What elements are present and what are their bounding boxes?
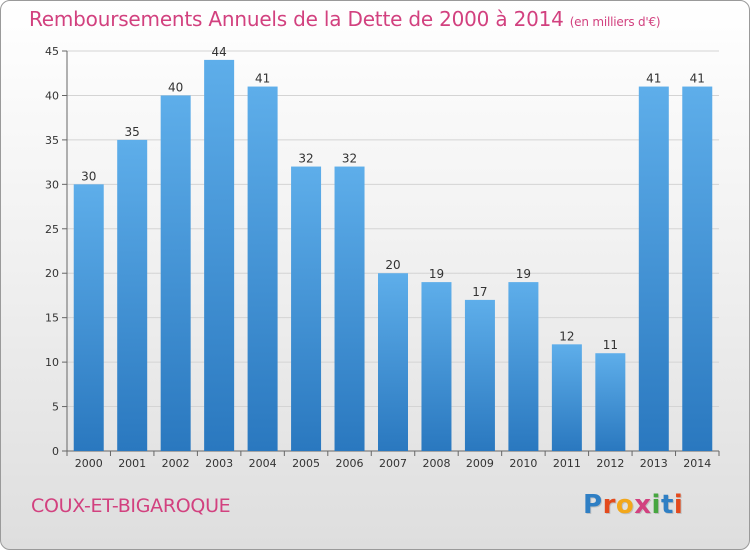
x-tick-label: 2004 [249,457,277,470]
bar [508,282,539,451]
x-tick-label: 2014 [683,457,711,470]
y-tick-label: 35 [45,134,59,147]
data-label: 40 [168,80,183,94]
logo-letter: i [651,490,661,520]
bar [551,344,582,451]
bar [73,184,104,452]
y-tick-label: 15 [45,312,59,325]
y-tick-label: 0 [52,445,59,458]
bar [464,299,495,451]
bar [595,353,626,451]
x-tick-label: 2001 [118,457,146,470]
data-label: 12 [559,329,574,343]
bar [204,59,235,452]
data-label: 41 [255,72,270,86]
commune-name: COUX-ET-BIGAROQUE [31,495,231,517]
x-tick-label: 2012 [596,457,624,470]
y-tick-label: 10 [45,356,59,369]
y-tick-label: 40 [45,89,59,102]
data-label: 11 [603,338,618,352]
x-tick-label: 2000 [75,457,103,470]
x-tick-label: 2013 [640,457,668,470]
x-tick-label: 2010 [509,457,537,470]
chart-title: Remboursements Annuels de la Dette de 20… [29,7,661,31]
y-tick-label: 45 [45,45,59,58]
bar [117,139,148,451]
bar [682,86,713,452]
data-label: 41 [646,72,661,86]
logo-letter: o [615,490,635,520]
chart-unit: (en milliers d'€) [569,15,661,29]
y-tick-label: 25 [45,223,59,236]
bar [638,86,669,452]
bar [378,273,408,451]
bars [73,59,713,452]
y-tick-label: 5 [52,401,59,414]
bar [247,86,278,452]
bar [160,95,191,451]
data-label: 32 [298,152,313,166]
data-label: 41 [690,72,705,86]
data-label: 32 [342,152,357,166]
logo-letter: r [602,490,616,520]
data-label: 44 [211,45,226,59]
labels: 2000 30 2001 35 2002 40 2003 44 2004 41 2005 32 2006… [75,45,712,470]
bar [334,166,365,452]
x-tick-label: 2002 [162,457,190,470]
logo-letter: P [583,490,603,520]
x-tick-label: 2003 [205,457,233,470]
data-label: 19 [516,267,531,281]
data-label: 17 [472,285,487,299]
chart-title-text: Remboursements Annuels de la Dette de 20… [29,7,564,31]
logo-letter: i [673,490,684,520]
data-label: 35 [125,125,140,139]
data-label: 19 [429,267,444,281]
y-tick-label: 30 [45,178,59,191]
x-tick-label: 2005 [292,457,320,470]
bar [291,166,322,452]
y-tick-label: 20 [45,267,59,280]
x-tick-label: 2011 [553,457,581,470]
data-label: 20 [385,258,400,272]
x-tick-label: 2007 [379,457,407,470]
data-label: 30 [81,169,96,183]
proxiti-logo: Proxiti [583,490,683,520]
logo-letter: x [634,490,652,520]
bar [421,282,452,451]
x-tick-label: 2009 [466,457,494,470]
logo-letter: t [660,490,674,520]
x-tick-label: 2008 [422,457,450,470]
x-tick-label: 2006 [336,457,364,470]
